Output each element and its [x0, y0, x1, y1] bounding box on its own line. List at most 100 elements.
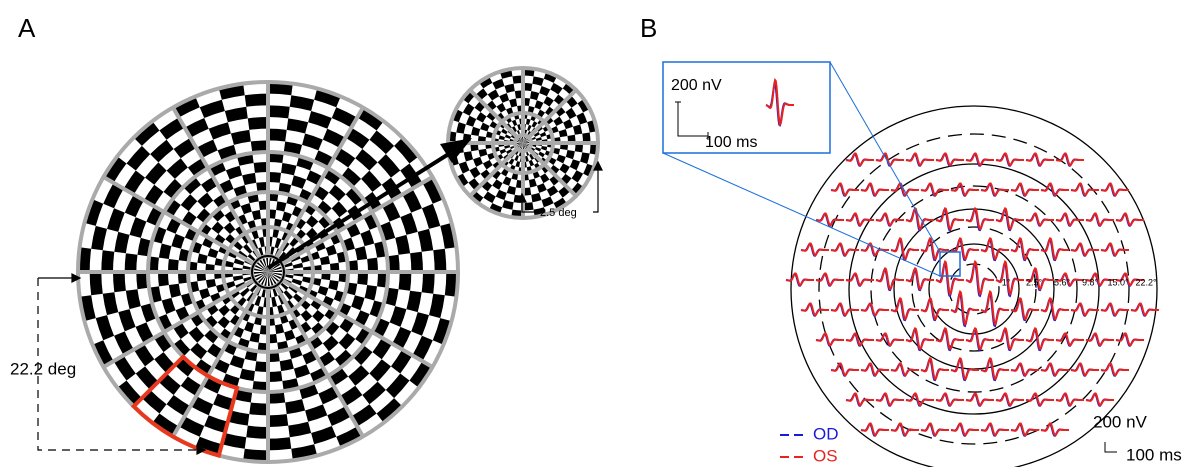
waveform [876, 268, 904, 289]
ring-label: 5.6° [1054, 277, 1071, 287]
waveform [951, 423, 979, 435]
waveform [921, 298, 949, 319]
waveform [1056, 333, 1084, 345]
waveform [1041, 298, 1069, 319]
waveform [996, 208, 1024, 229]
scale-time: 100 ms [1126, 445, 1182, 464]
waveform [951, 183, 979, 195]
waveform [906, 393, 934, 405]
waveform [981, 183, 1009, 195]
waveform [831, 303, 859, 315]
panel-b: 1°2.5°5.6°9.8°15.0°22.2°ODOS [663, 62, 1159, 467]
waveform [936, 153, 964, 165]
check [268, 414, 288, 427]
check [248, 117, 268, 130]
waveform [1101, 303, 1129, 315]
waveform [831, 363, 859, 375]
field-size-label: 22.2 deg [10, 359, 76, 378]
waveform [936, 393, 964, 405]
check [367, 258, 378, 272]
waveform [996, 393, 1024, 405]
inset-connector [663, 153, 940, 276]
waveform [1056, 393, 1084, 405]
waveform [861, 183, 889, 195]
waveform [786, 273, 814, 285]
check [422, 272, 435, 294]
check [113, 272, 126, 292]
waveform [921, 423, 949, 435]
scale-amplitude: 200 nV [1093, 412, 1148, 431]
check [254, 162, 268, 173]
check [101, 250, 114, 272]
ring-label: 22.2° [1135, 277, 1157, 287]
waveform [876, 213, 904, 225]
inset-amplitude: 200 nV [671, 77, 722, 94]
check [246, 426, 268, 439]
waveform [981, 423, 1009, 435]
check [268, 371, 282, 382]
waveform [1086, 393, 1114, 405]
check [410, 252, 423, 272]
waveform [921, 358, 949, 379]
legend-label: OD [813, 424, 839, 443]
waveform [1011, 423, 1039, 435]
legend-label: OS [813, 446, 838, 465]
panel-label: A [18, 13, 36, 43]
waveform [951, 292, 979, 325]
check [268, 437, 291, 450]
waveform [906, 153, 934, 165]
waveform [861, 303, 889, 315]
waveform [891, 423, 919, 435]
waveform [816, 333, 844, 345]
waveform [1116, 213, 1144, 225]
check [268, 129, 287, 142]
check [125, 253, 138, 272]
waveform [1101, 363, 1129, 375]
waveform [861, 423, 889, 435]
waveform [966, 208, 994, 229]
check [433, 249, 446, 272]
dashed-ring [871, 186, 1077, 392]
waveform [1071, 363, 1099, 375]
waveform [996, 153, 1024, 165]
check [249, 403, 268, 416]
panel-a [78, 68, 598, 462]
scale-bar [1105, 442, 1117, 452]
waveform [1011, 363, 1039, 375]
check [268, 105, 290, 118]
check [399, 272, 412, 291]
waveform [906, 208, 934, 229]
waveform [966, 262, 994, 295]
ring [849, 164, 1099, 414]
waveform [801, 303, 829, 315]
waveform [831, 183, 859, 195]
ring-label: 2.5° [1026, 277, 1043, 287]
ring-label: 15.0° [1107, 277, 1129, 287]
ring [929, 244, 1019, 334]
figure: 1°2.5°5.6°9.8°15.0°22.2°ODOS A B 22.2 de… [0, 0, 1203, 467]
waveform [1041, 423, 1069, 435]
waveform [1071, 303, 1099, 315]
waveform [1011, 238, 1039, 259]
check [90, 272, 103, 295]
waveform [1056, 153, 1084, 165]
waveform [981, 292, 1009, 325]
center-size-label: 2.5 deg [540, 207, 577, 219]
waveform [936, 208, 964, 229]
ring-label: 1° [1002, 277, 1011, 287]
check [158, 272, 169, 286]
waveform [816, 213, 844, 225]
waveform [906, 328, 934, 349]
waveform [846, 213, 874, 225]
check [245, 94, 268, 107]
panel-label: B [640, 13, 657, 43]
waveform [1071, 243, 1099, 255]
waveform [816, 273, 844, 285]
waveform [1026, 213, 1054, 225]
waveform [1086, 213, 1114, 225]
waveform [966, 393, 994, 405]
waveform [846, 153, 874, 165]
waveform [1011, 183, 1039, 195]
waveform [876, 393, 904, 405]
waveform [861, 243, 889, 255]
